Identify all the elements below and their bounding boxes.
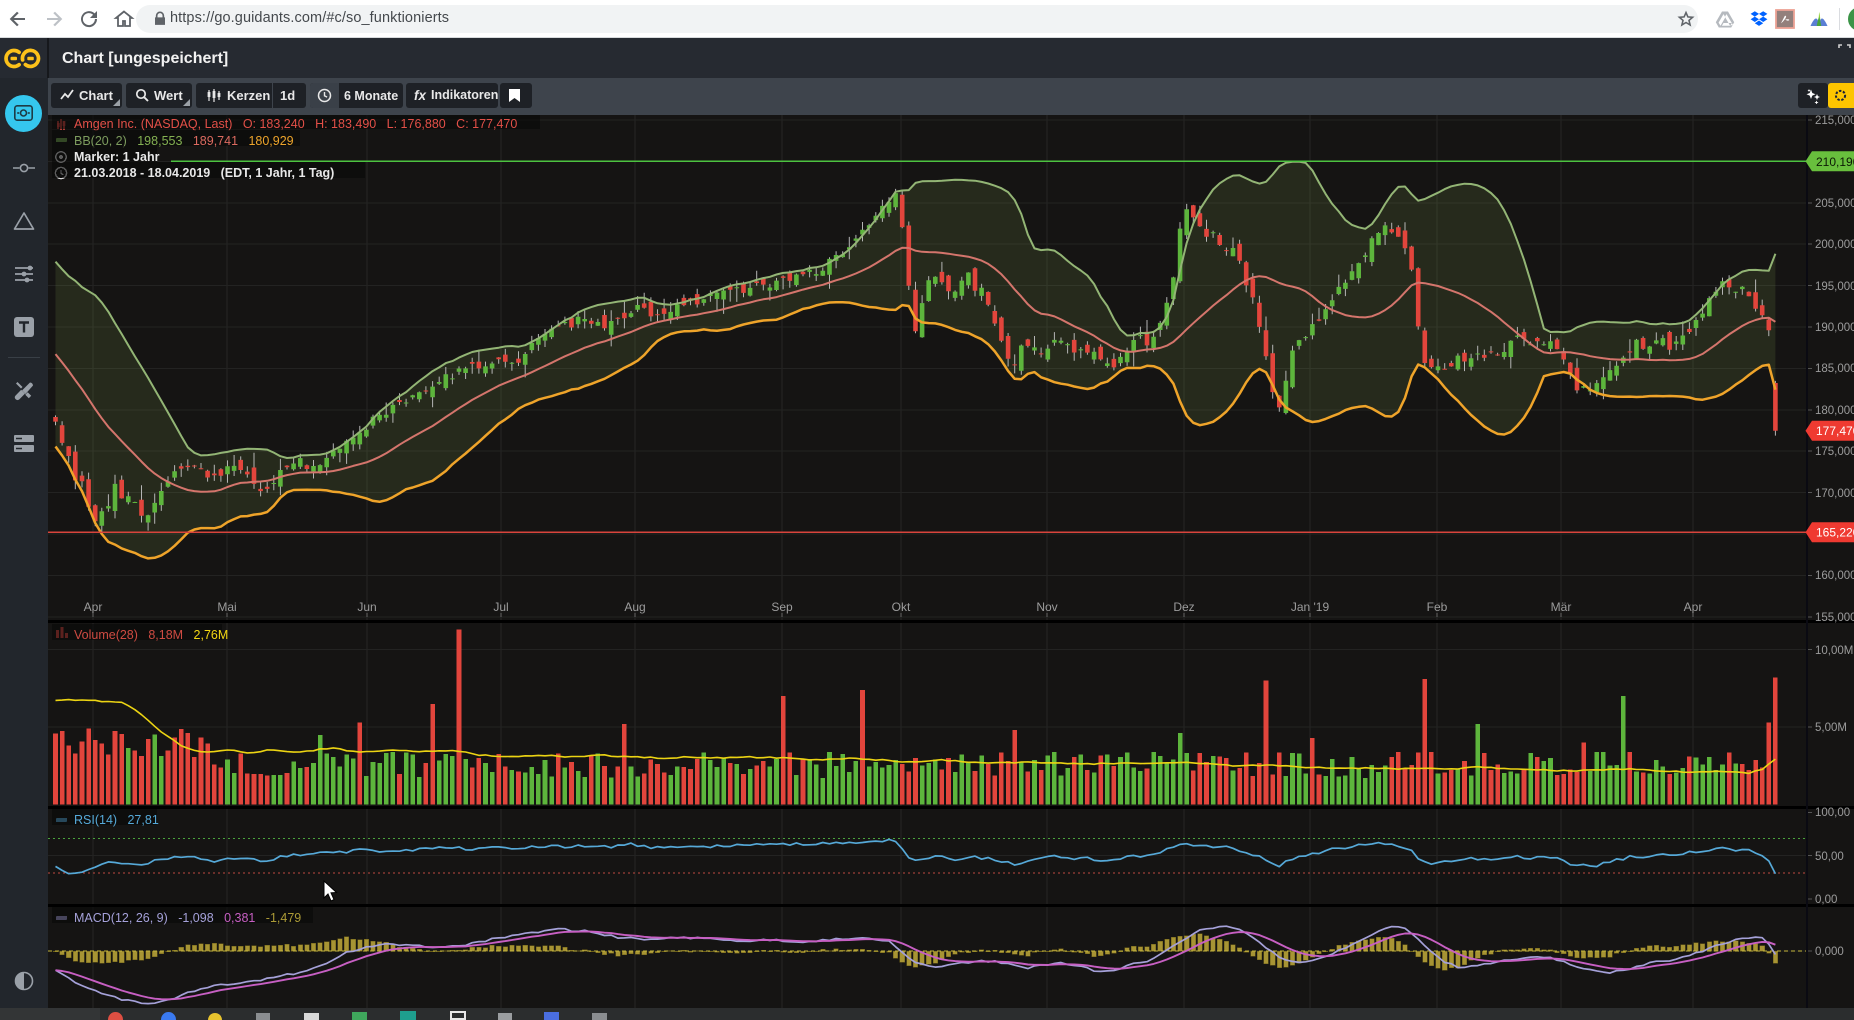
svg-text:Mai: Mai (217, 600, 236, 614)
svg-text:Marker: 1 Jahr: Marker: 1 Jahr (74, 150, 160, 164)
svg-text:177,470: 177,470 (1816, 424, 1854, 438)
svg-text:155,000: 155,000 (1815, 612, 1854, 624)
svg-text:Jan '19: Jan '19 (1291, 600, 1330, 614)
svg-text:Apr: Apr (1684, 600, 1703, 614)
svg-text:215,000: 215,000 (1815, 115, 1854, 127)
svg-text:160,000: 160,000 (1815, 570, 1854, 582)
svg-text:Dez: Dez (1173, 600, 1194, 614)
svg-text:Jul: Jul (493, 600, 508, 614)
svg-text:Apr: Apr (84, 600, 103, 614)
svg-text:50,00: 50,00 (1815, 851, 1844, 863)
svg-text:190,000: 190,000 (1815, 322, 1854, 334)
svg-text:MACD(12, 26, 9) -1,098 0,3: MACD(12, 26, 9) -1,098 0,381 -1,479 (74, 911, 301, 925)
svg-text:5,00M: 5,00M (1815, 722, 1847, 734)
svg-text:175,000: 175,000 (1815, 446, 1854, 458)
svg-text:Mär: Mär (1551, 600, 1572, 614)
svg-text:200,000: 200,000 (1815, 239, 1854, 251)
svg-text:170,000: 170,000 (1815, 488, 1854, 500)
svg-text:21.03.2018 - 18.04.2019 (ED: 21.03.2018 - 18.04.2019 (EDT, 1 Jahr, 1 … (74, 166, 334, 180)
svg-text:180,000: 180,000 (1815, 405, 1854, 417)
svg-text:Sep: Sep (771, 600, 793, 614)
svg-text:205,000: 205,000 (1815, 198, 1854, 210)
svg-text:195,000: 195,000 (1815, 281, 1854, 293)
svg-text:185,000: 185,000 (1815, 363, 1854, 375)
svg-text:Okt: Okt (892, 600, 911, 614)
svg-text:Jun: Jun (357, 600, 376, 614)
svg-text:RSI(14) 27,81: RSI(14) 27,81 (74, 813, 159, 827)
svg-text:0,00: 0,00 (1815, 894, 1837, 906)
svg-text:210,190: 210,190 (1816, 155, 1854, 169)
svg-text:100,00: 100,00 (1815, 807, 1850, 819)
svg-text:Aug: Aug (624, 600, 645, 614)
svg-text:Nov: Nov (1036, 600, 1057, 614)
svg-text:Volume(28) 8,18M 2,76M: Volume(28) 8,18M 2,76M (74, 628, 228, 642)
svg-text:165,220: 165,220 (1816, 526, 1854, 540)
svg-text:Amgen Inc. (NASDAQ, Last) O:: Amgen Inc. (NASDAQ, Last) O: 183,240 H: … (74, 117, 517, 131)
svg-text:10,00M: 10,00M (1815, 645, 1853, 657)
svg-text:0,000: 0,000 (1815, 946, 1844, 958)
svg-text:Feb: Feb (1427, 600, 1448, 614)
svg-text:BB(20, 2) 198,553 189,741: BB(20, 2) 198,553 189,741 180,929 (74, 134, 294, 148)
